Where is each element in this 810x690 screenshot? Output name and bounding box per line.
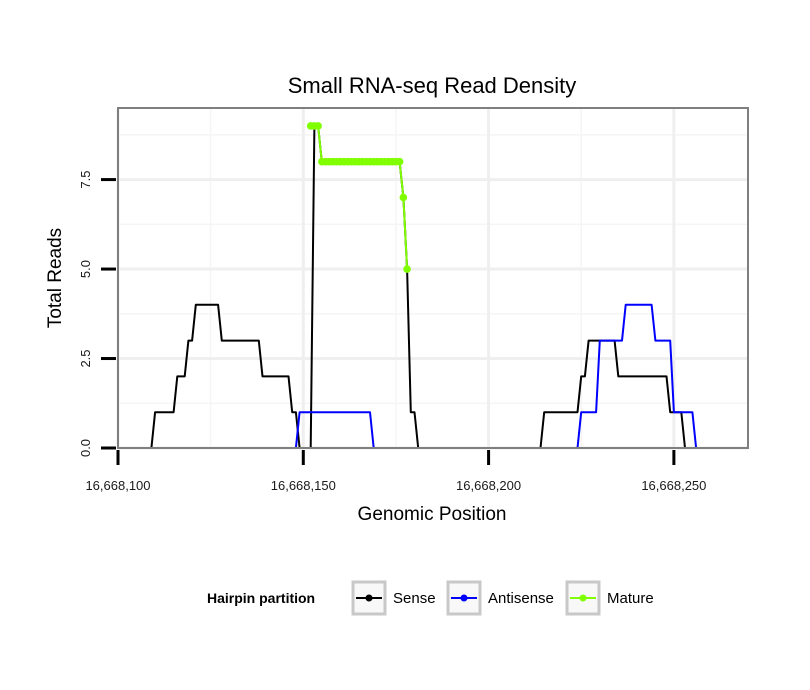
y-tick-label: 0.0 <box>78 439 93 457</box>
legend-title: Hairpin partition <box>207 590 315 606</box>
plot-border <box>117 107 749 449</box>
data-point-mature <box>403 265 411 273</box>
data-point-mature <box>314 122 322 130</box>
data-point-mature <box>399 193 408 202</box>
y-axis: 0.0 2.5 5.0 7.5 <box>78 171 116 457</box>
x-tick-label: 16,668,250 <box>641 478 706 493</box>
legend-item-sense: Sense <box>351 580 436 616</box>
x-tick-label: 16,668,200 <box>456 478 521 493</box>
x-axis: 16,668,100 16,668,150 16,668,200 16,668,250 <box>85 450 706 493</box>
x-axis-title: Genomic Position <box>358 504 507 525</box>
y-tick-label: 7.5 <box>78 171 93 189</box>
x-tick-label: 16,668,100 <box>85 478 150 493</box>
y-tick-label: 5.0 <box>78 260 93 278</box>
legend-key-point-antisense <box>460 594 468 602</box>
legend-key-point-sense <box>365 594 373 602</box>
x-tick-label: 16,668,150 <box>271 478 336 493</box>
legend-key-point-mature <box>579 594 587 602</box>
legend: Hairpin partition Sense Antisense Mature <box>207 580 654 616</box>
plot-panel <box>118 108 748 448</box>
legend-label-mature: Mature <box>607 590 654 607</box>
series-line-antisense <box>151 303 698 449</box>
data-point-mature <box>395 157 404 166</box>
legend-label-antisense: Antisense <box>488 590 554 607</box>
chart-title: Small RNA-seq Read Density <box>288 73 577 98</box>
y-axis-title: Total Reads <box>45 228 66 328</box>
series-layer <box>132 122 708 449</box>
legend-item-mature: Mature <box>565 580 654 616</box>
legend-item-antisense: Antisense <box>446 580 554 616</box>
y-tick-label: 2.5 <box>78 349 93 367</box>
legend-label-sense: Sense <box>393 590 436 607</box>
